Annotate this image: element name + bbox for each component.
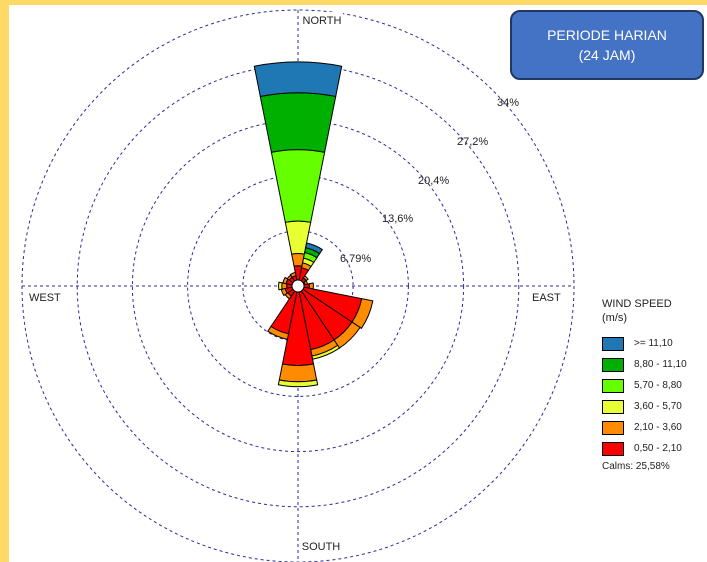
calm-center	[291, 279, 305, 293]
legend: WIND SPEED (m/s) >= 11,10 8,80 - 11,10 5,7…	[602, 297, 687, 472]
chart-panel	[9, 5, 707, 562]
legend-swatch	[602, 357, 624, 372]
legend-swatch	[602, 399, 624, 414]
legend-item: 2,10 - 3,60	[602, 419, 687, 436]
petal-nne-segment-1	[305, 242, 324, 255]
legend-label: 3,60 - 5,70	[634, 401, 682, 412]
petal-north-segment-3	[270, 149, 326, 223]
ring-label-5: 34%	[497, 97, 519, 109]
north-label-bg	[301, 12, 343, 26]
west-label-bg	[27, 290, 61, 304]
legend-swatch	[602, 441, 624, 456]
petal-ne-segment-5	[302, 275, 309, 282]
legend-items: >= 11,10 8,80 - 11,10 5,70 - 8,80 3,60 - 5,…	[602, 335, 687, 457]
north-label: NORTH	[303, 15, 342, 27]
calms-label: Calms: 25,58%	[602, 461, 670, 472]
legend-item: 3,60 - 5,70	[602, 398, 687, 415]
west-label: WEST	[29, 292, 61, 304]
south-label-bg	[299, 538, 343, 552]
petal-north-segment-2	[259, 92, 337, 153]
petals	[253, 61, 374, 388]
south-label: SOUTH	[302, 541, 341, 553]
legend-title: WIND SPEED	[602, 298, 672, 310]
legend-swatch	[602, 420, 624, 435]
ring-label-1: 6,79%	[340, 253, 371, 265]
legend-label: 8,80 - 11,10	[634, 359, 687, 370]
legend-item: 5,70 - 8,80	[602, 377, 687, 394]
east-label-bg	[530, 290, 568, 304]
period-box: PERIODE HARIAN (24 JAM)	[510, 10, 704, 80]
legend-swatch	[602, 336, 624, 351]
legend-item: 0,50 - 2,10	[602, 440, 687, 457]
petal-ssw-segment-5	[267, 325, 290, 340]
legend-label: >= 11,10	[634, 338, 673, 349]
legend-swatch	[602, 378, 624, 393]
legend-label: 5,70 - 8,80	[634, 380, 682, 391]
legend-item: 8,80 - 11,10	[602, 356, 687, 373]
legend-label: 0,50 - 2,10	[634, 443, 682, 454]
ring-label-2: 13,6%	[382, 213, 413, 225]
east-label: EAST	[532, 292, 561, 304]
ring-label-3: 20,4%	[418, 175, 449, 187]
legend-units: (m/s)	[602, 312, 628, 324]
petal-south-segment-4	[277, 379, 319, 388]
petal-nnw-segment-5	[289, 271, 297, 278]
period-title: PERIODE HARIAN	[547, 27, 667, 43]
ring-label-4: 27,2%	[457, 136, 488, 148]
period-subtitle: (24 JAM)	[578, 47, 636, 63]
petal-north-segment-1	[253, 61, 343, 98]
petal-ese-segment-5	[351, 298, 374, 330]
petal-south-segment-5	[278, 363, 318, 383]
petal-west-segment-4	[278, 281, 283, 291]
legend-label: 2,10 - 3,60	[634, 422, 682, 433]
legend-item: >= 11,10	[602, 335, 687, 352]
